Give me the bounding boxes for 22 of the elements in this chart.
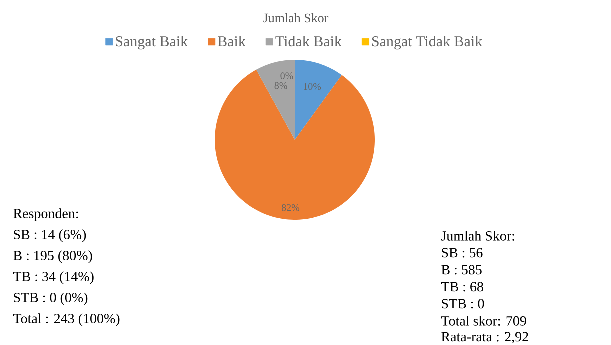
legend-label: Sangat Baik [116,36,188,50]
text: Jumlah Skor: [441,231,514,241]
text: SB : 14 (6%) [14,230,86,242]
chart-title: Jumlah Skor [264,13,329,23]
legend-label: Tidak Baik [276,36,342,47]
text: SB : 56 [442,248,483,258]
data-label: 8% [274,82,288,90]
text: STB : 0 [442,299,484,309]
text: B : 585 [442,265,482,275]
legend-label: Sangat Tidak Baik [372,36,483,50]
text: 0% [280,72,294,80]
data-label: 82% [282,204,300,212]
text: STB : 0 (0%) [14,292,88,306]
legend-label: Baik [218,36,246,47]
text: B : 195 (80%) [14,250,92,264]
text: TB : 34 (14%) [13,272,94,284]
text: Responden: [14,208,78,222]
data-label: 10% [304,83,322,90]
text: TB : 68 [441,282,484,292]
text: Total : 243 (100%) [13,314,120,326]
text: Rata-rata : 2,92 [442,332,528,344]
text: Total skor: 709 [441,316,526,326]
